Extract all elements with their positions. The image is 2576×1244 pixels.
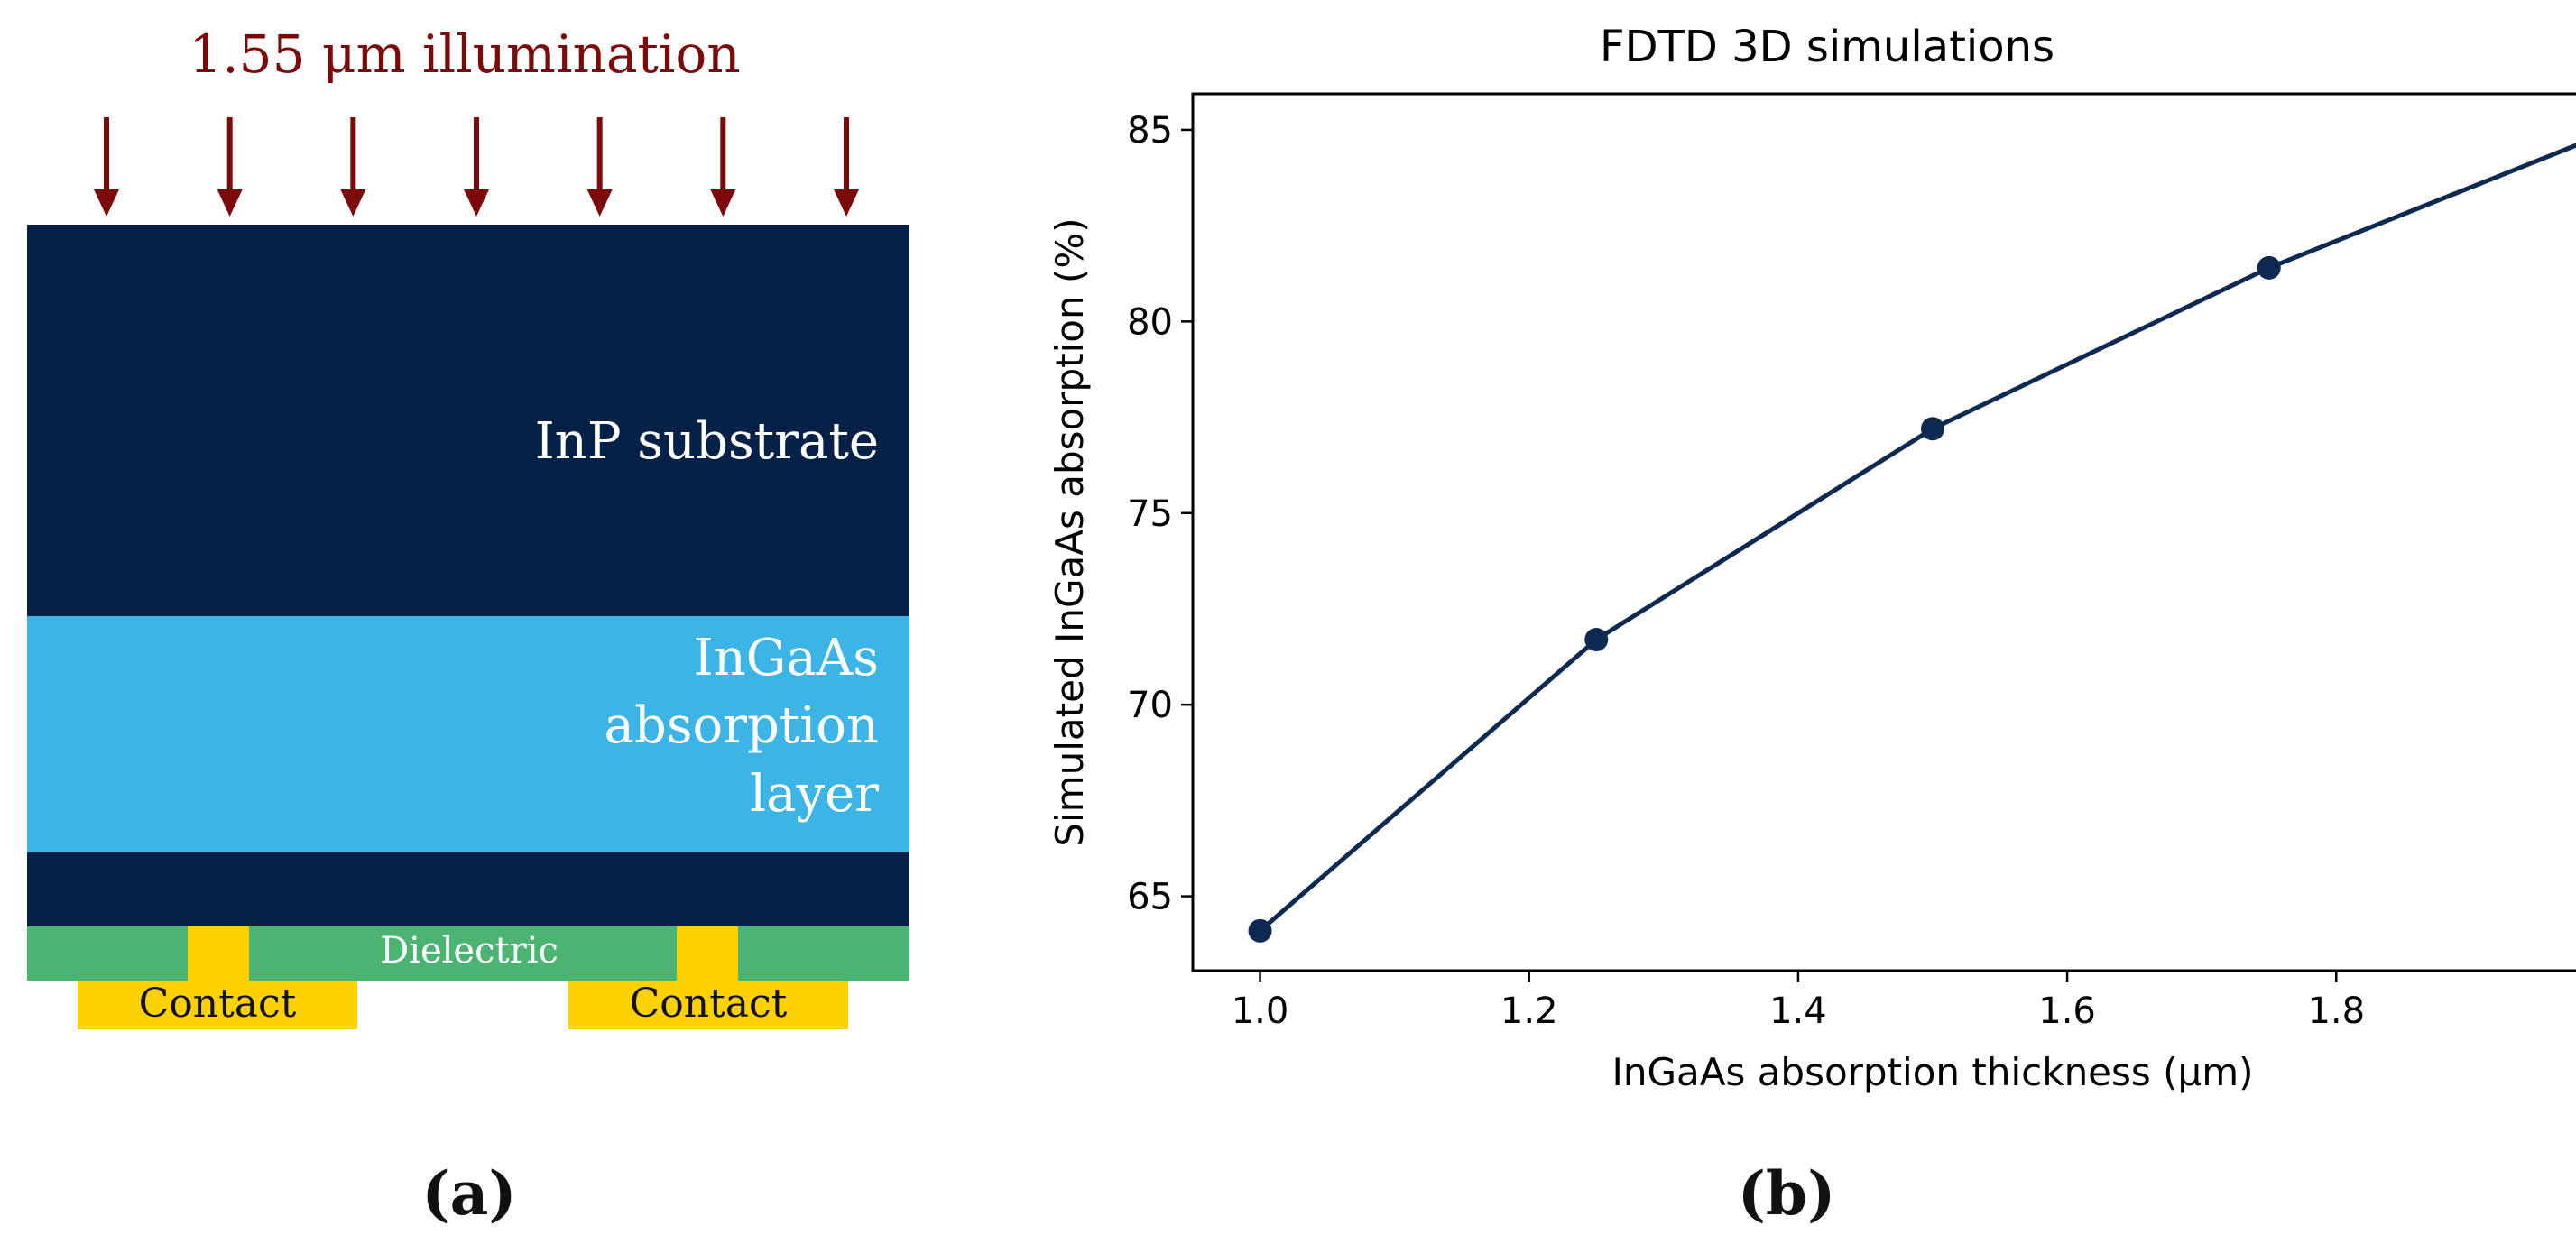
illumination-label: 1.55 μm illumination (189, 23, 740, 85)
x-axis-ticks: 1.01.21.41.61.82.0 (1232, 971, 2365, 1032)
data-series (1248, 143, 2576, 943)
illumination-arrow (94, 117, 119, 217)
illumination-arrow (586, 117, 613, 217)
illumination-arrows (94, 117, 859, 217)
absorption-label-line-1: InGaAs (694, 629, 880, 687)
x-tick-label: 1.8 (2307, 991, 2365, 1032)
inp-substrate-layer (27, 225, 909, 616)
y-axis-label: Simulated InGaAs absorption (%) (1048, 217, 1092, 846)
contact-via-left (188, 926, 249, 981)
contact-label-right: Contact (630, 981, 788, 1027)
y-tick: 70 (1127, 685, 1193, 726)
illumination-arrow (710, 117, 736, 217)
device-diagram-panel: 1.55 μm illumination InP substrate InGaA… (0, 0, 1011, 1244)
y-tick-label: 70 (1127, 685, 1173, 726)
data-point (2257, 255, 2281, 280)
x-tick: 1.0 (1232, 971, 1289, 1032)
contact-via-right (677, 926, 738, 981)
data-point (1248, 918, 1272, 943)
dielectric-label: Dielectric (380, 930, 559, 972)
substrate-label: InP substrate (535, 412, 879, 471)
contact-pad-right (568, 981, 848, 1029)
data-point (1584, 627, 1609, 651)
x-tick: 1.4 (1769, 971, 1827, 1032)
y-tick-label: 80 (1127, 301, 1173, 343)
dielectric-layer (27, 926, 909, 981)
x-tick: 1.8 (2307, 971, 2365, 1032)
y-tick-label: 85 (1127, 110, 1173, 152)
caption-a: (a) (421, 1158, 516, 1229)
x-tick-label: 1.4 (1769, 991, 1827, 1032)
y-tick: 85 (1127, 110, 1193, 152)
device-diagram: 1.55 μm illumination InP substrate InGaA… (27, 23, 909, 1229)
x-tick: 1.6 (2038, 971, 2096, 1032)
illumination-arrow (834, 117, 859, 217)
plot-frame (1191, 92, 2576, 972)
bottom-inp-layer (27, 852, 909, 926)
ingaas-absorption-layer (27, 616, 909, 852)
y-axis-ticks: 65 70 75 80 85 (1127, 110, 1193, 918)
chart-panel: FDTD 3D simulations 1.01.21.41.61.82.0 6… (1011, 0, 2576, 1244)
y-tick: 75 (1127, 493, 1193, 535)
y-tick: 65 (1127, 877, 1193, 918)
illumination-arrow (217, 117, 243, 217)
y-tick-label: 75 (1127, 493, 1173, 535)
chart-title: FDTD 3D simulations (1600, 22, 2054, 72)
illumination-arrow (464, 117, 489, 217)
series-line (1258, 143, 2576, 933)
x-axis-label: InGaAs absorption thickness (μm) (1611, 1050, 2253, 1094)
absorption-label-line-3: layer (750, 765, 879, 824)
y-tick-label: 65 (1127, 877, 1173, 918)
contact-pad-left (78, 981, 357, 1029)
x-tick: 1.2 (1500, 971, 1558, 1032)
absorption-chart: FDTD 3D simulations 1.01.21.41.61.82.0 6… (1048, 22, 2576, 1229)
data-point (1921, 417, 1944, 441)
absorption-label-line-2: absorption (605, 696, 880, 755)
x-tick-label: 1.6 (2038, 991, 2096, 1032)
illumination-arrow (340, 117, 366, 217)
caption-b: (b) (1738, 1158, 1836, 1229)
y-tick: 80 (1127, 301, 1193, 343)
x-tick-label: 1.0 (1232, 991, 1289, 1032)
contact-label-left: Contact (139, 981, 297, 1027)
x-tick-label: 1.2 (1500, 991, 1558, 1032)
